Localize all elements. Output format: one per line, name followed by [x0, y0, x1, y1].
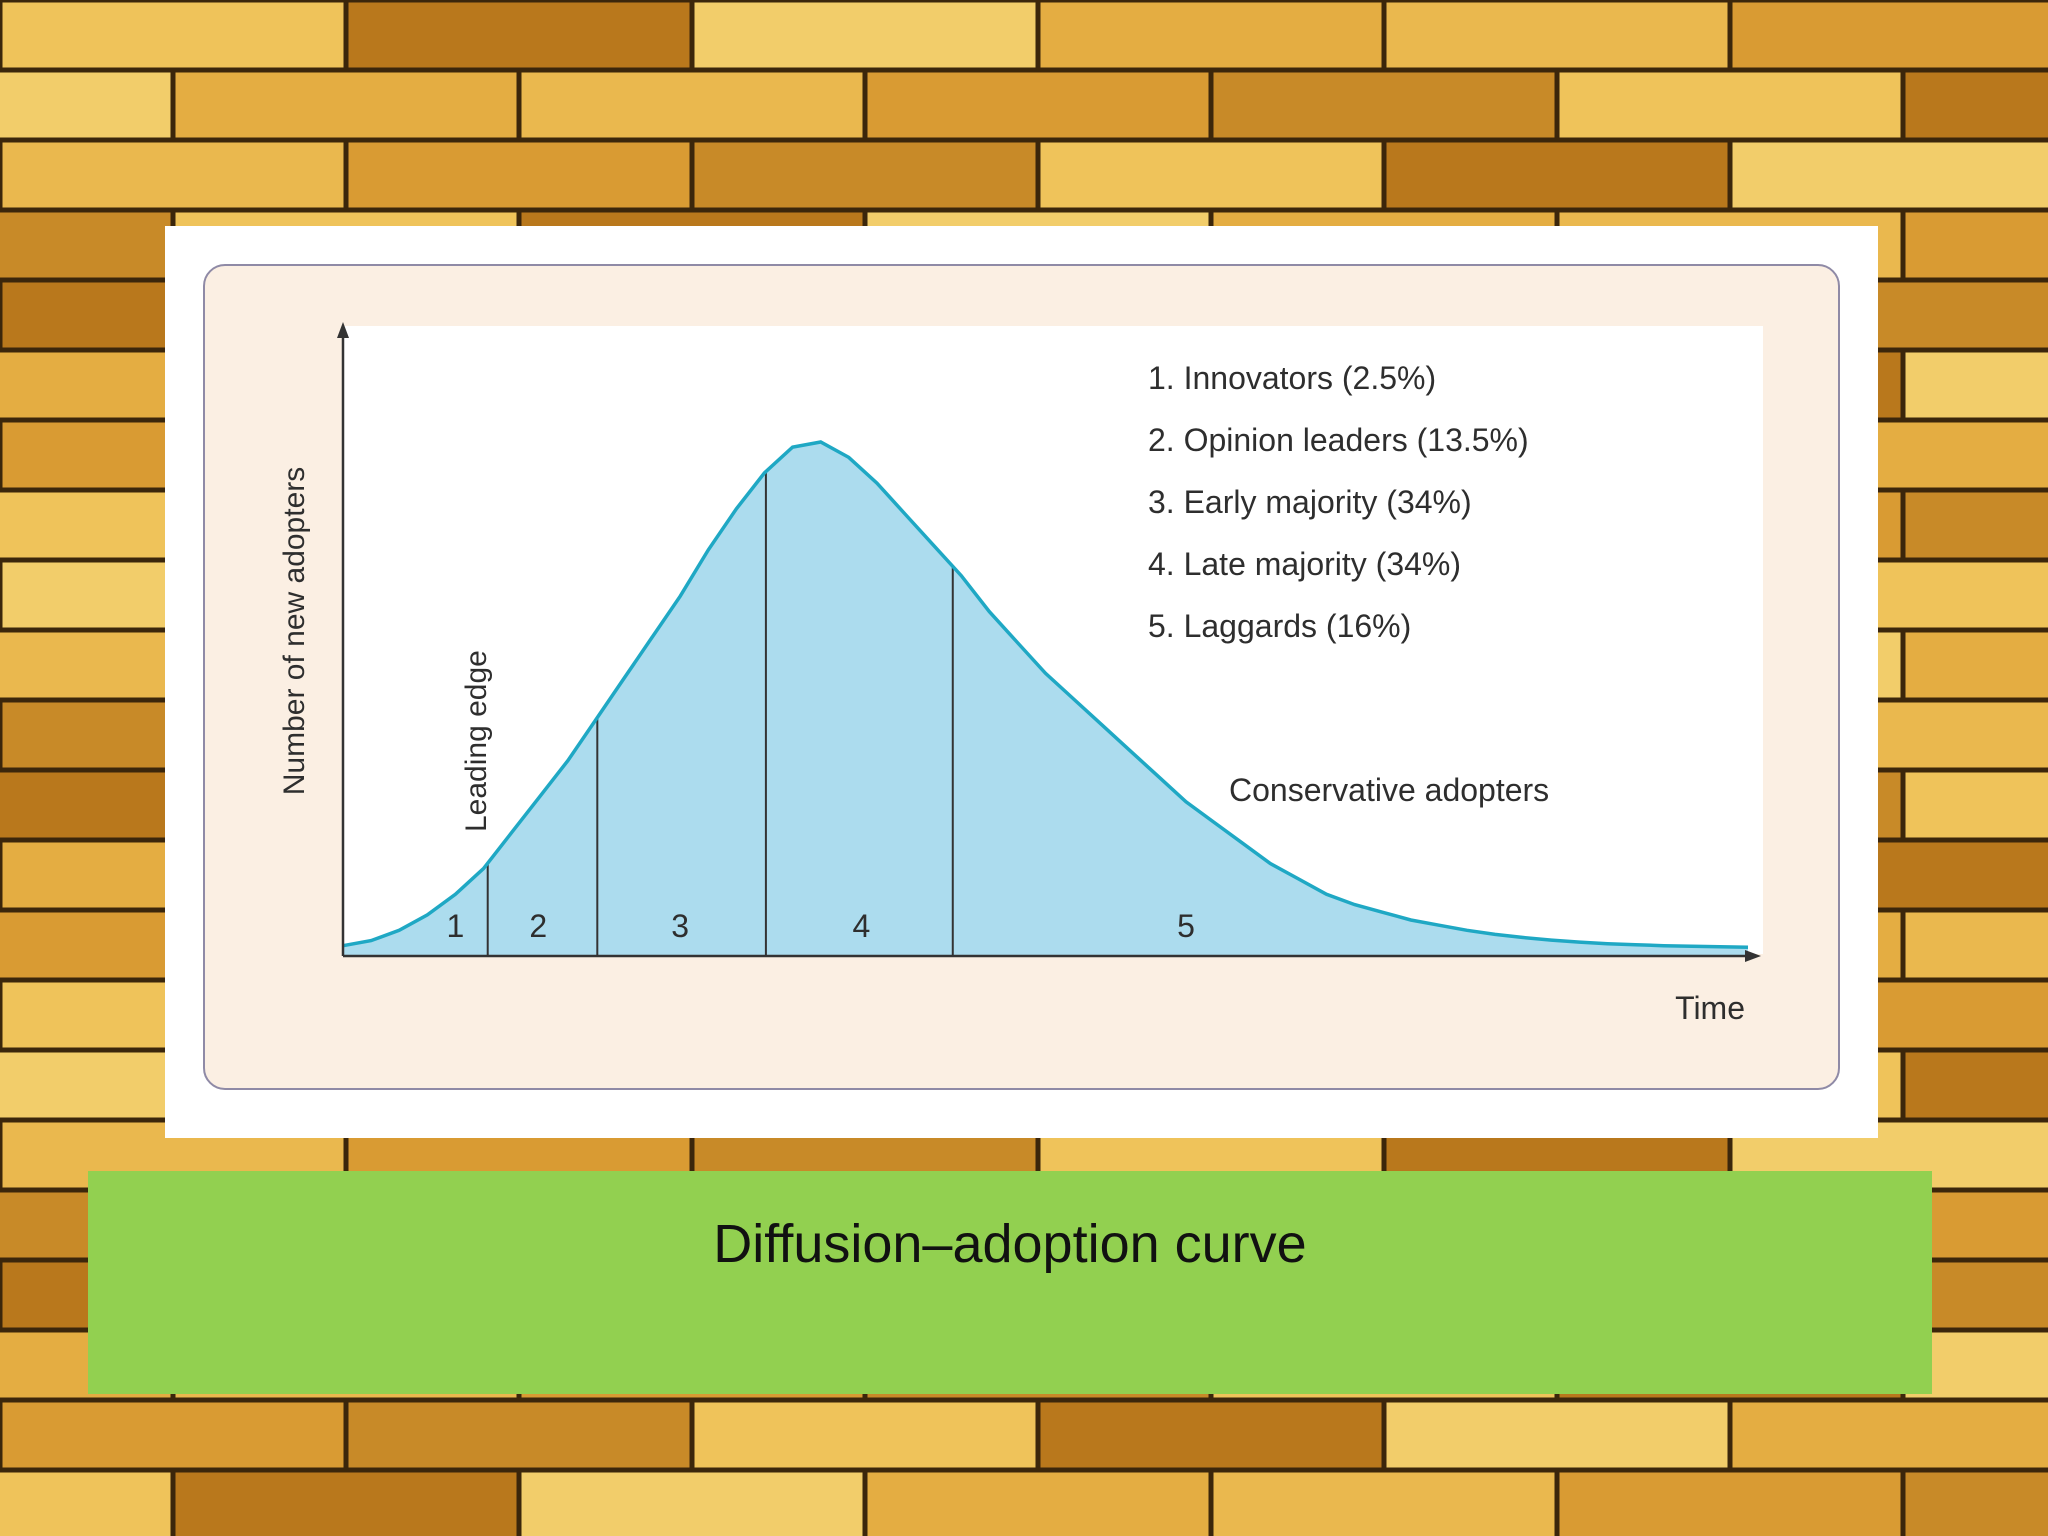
brick: [0, 1472, 171, 1536]
brick: [0, 352, 171, 418]
legend-item-early-majority: 3. Early majority (34%): [1148, 484, 1472, 520]
brick: [1213, 1472, 1555, 1536]
brick: [1559, 72, 1901, 138]
legend-item-late-majority: 4. Late majority (34%): [1148, 546, 1461, 582]
brick: [694, 2, 1036, 68]
brick: [2, 1402, 344, 1468]
brick: [0, 212, 171, 278]
brick: [1040, 142, 1382, 208]
brick: [1905, 1472, 2048, 1536]
legend-item-innovators: 1. Innovators (2.5%): [1148, 360, 1436, 396]
adoption-curve-line: [342, 440, 1749, 950]
y-axis-arrow: [337, 322, 349, 338]
diffusion-curve-chart: 1 2 3 4 5 Number of new adopters Time Leadin…: [278, 322, 1763, 1026]
conservative-adopters-label: Conservative adopters: [1229, 772, 1549, 808]
brick: [175, 72, 517, 138]
brick: [0, 912, 171, 978]
brick: [348, 142, 690, 208]
legend-item-laggards: 5. Laggards (16%): [1148, 608, 1411, 644]
brick: [1905, 912, 2048, 978]
brick: [0, 72, 171, 138]
diagram-card: 1 2 3 4 5 Number of new adopters Time Leadin…: [165, 226, 1878, 1138]
brick: [1559, 1472, 1901, 1536]
brick: [1040, 2, 1382, 68]
brick: [1213, 72, 1555, 138]
segment-number-label: 5: [1177, 908, 1195, 944]
brick: [1732, 142, 2048, 208]
brick: [1386, 1402, 1728, 1468]
brick: [1732, 2, 2048, 68]
brick: [175, 1472, 517, 1536]
brick: [867, 1472, 1209, 1536]
curve-area: [343, 442, 1748, 956]
brick: [1905, 1052, 2048, 1118]
brick: [521, 72, 863, 138]
leading-edge-label: Leading edge: [460, 650, 493, 832]
brick: [0, 772, 171, 838]
segment-number-label: 4: [853, 908, 871, 944]
y-axis-label: Number of new adopters: [278, 467, 311, 796]
brick: [1732, 1402, 2048, 1468]
brick: [1386, 2, 1728, 68]
brick: [521, 1472, 863, 1536]
x-axis-arrow: [1745, 950, 1761, 962]
brick: [694, 142, 1036, 208]
brick: [2, 142, 344, 208]
brick: [348, 2, 690, 68]
brick: [1905, 492, 2048, 558]
brick: [694, 1402, 1036, 1468]
x-axis-label: Time: [1675, 990, 1745, 1026]
brick: [0, 1052, 171, 1118]
segment-number-label: 3: [671, 908, 689, 944]
brick: [1386, 142, 1728, 208]
brick: [348, 1402, 690, 1468]
brick: [0, 632, 171, 698]
brick: [1040, 1402, 1382, 1468]
brick: [2, 2, 344, 68]
caption-banner: Diffusion–adoption curve: [88, 1171, 1932, 1394]
segment-number-label: 1: [447, 908, 465, 944]
brick: [1905, 772, 2048, 838]
brick: [867, 72, 1209, 138]
brick: [1905, 632, 2048, 698]
brick: [0, 492, 171, 558]
caption-title: Diffusion–adoption curve: [713, 1214, 1307, 1274]
segment-number-label: 2: [529, 908, 547, 944]
brick: [1905, 212, 2048, 278]
brick: [1905, 352, 2048, 418]
legend-item-opinion-leaders: 2. Opinion leaders (13.5%): [1148, 422, 1529, 458]
brick: [1905, 72, 2048, 138]
